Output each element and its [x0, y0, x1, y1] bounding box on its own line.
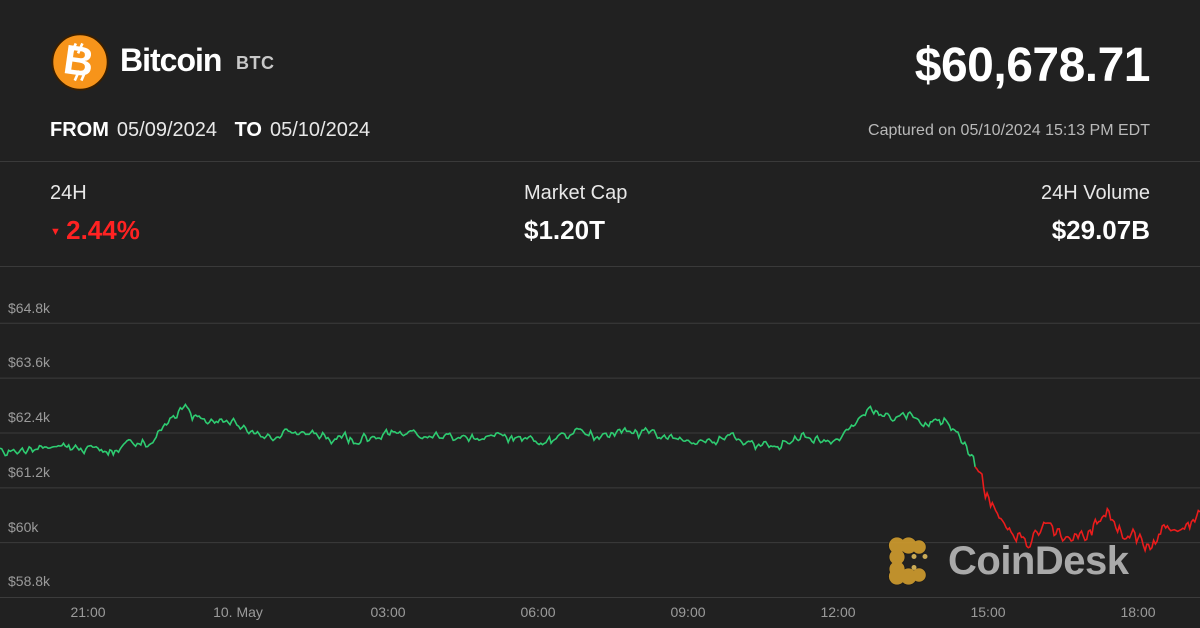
svg-text:B: B [61, 36, 97, 86]
